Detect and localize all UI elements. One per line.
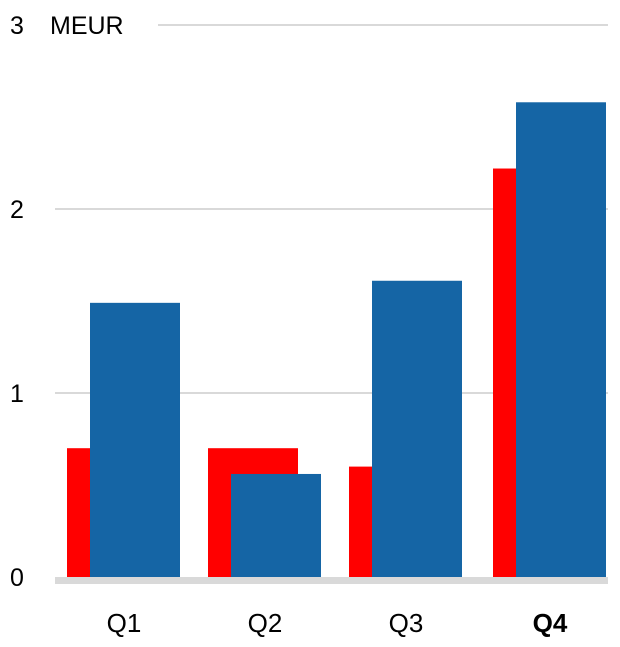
x-tick-label-Q4: Q4 xyxy=(533,608,568,638)
bars xyxy=(67,102,606,577)
y-tick-label-2: 2 xyxy=(10,196,24,224)
bar-blue-Q1 xyxy=(90,302,180,577)
baseline xyxy=(55,577,608,584)
x-tick-label-Q2: Q2 xyxy=(248,608,283,638)
y-unit-label: MEUR xyxy=(50,12,124,40)
bar-blue-Q4 xyxy=(516,102,606,577)
bar-blue-Q3 xyxy=(372,280,462,577)
baseline-bar xyxy=(55,577,608,584)
bar-blue-Q2 xyxy=(231,473,321,577)
x-tick-label-Q1: Q1 xyxy=(107,608,142,638)
y-tick-label-1: 1 xyxy=(10,380,24,408)
x-axis-ticks: Q1 Q2 Q3 Q4 xyxy=(107,608,568,638)
y-tick-label-0: 0 xyxy=(10,564,24,592)
y-tick-label-3: 3 xyxy=(10,12,24,40)
x-tick-label-Q3: Q3 xyxy=(389,608,424,638)
y-axis-ticks: 0 1 2 3 MEUR xyxy=(10,12,124,592)
